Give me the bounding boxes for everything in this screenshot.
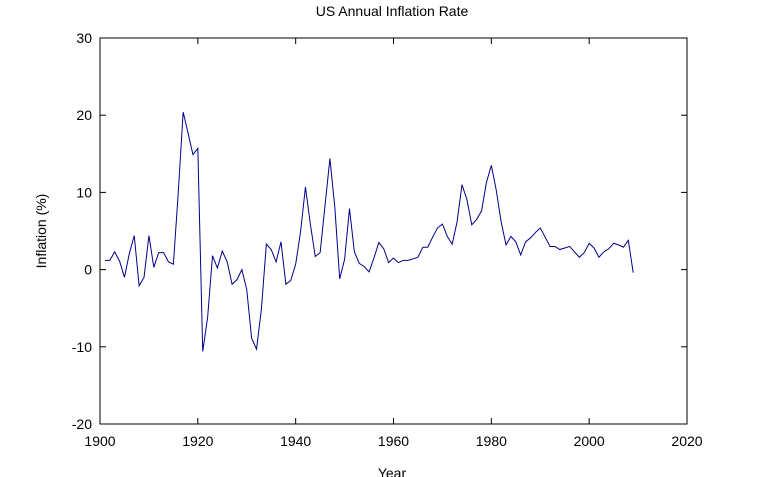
y-tick-label-5: 30 [76,30,92,46]
x-axis-ticks: 1900 1920 1940 1960 1980 2000 2020 [84,38,703,449]
y-tick-label-4: 20 [76,107,92,123]
x-tick-label-6: 2020 [671,433,702,449]
x-tick-label-0: 1900 [84,433,115,449]
x-tick-label-5: 2000 [574,433,605,449]
y-tick-label-0: -20 [72,416,92,432]
y-tick-label-2: 0 [84,262,92,278]
y-axis-ticks: -20 -10 0 10 20 30 [72,30,687,432]
chart-title: US Annual Inflation Rate [316,3,469,19]
plot-frame [99,37,688,425]
x-tick-label-4: 1980 [476,433,507,449]
y-tick-label-3: 10 [76,184,92,200]
inflation-series-line [104,111,634,352]
y-axis-label: Inflation (%) [33,194,49,269]
x-tick-label-3: 1960 [378,433,409,449]
x-axis-label: Year [378,465,407,477]
x-tick-label-2: 1940 [280,433,311,449]
y-tick-label-1: -10 [72,339,92,355]
x-tick-label-1: 1920 [182,433,213,449]
